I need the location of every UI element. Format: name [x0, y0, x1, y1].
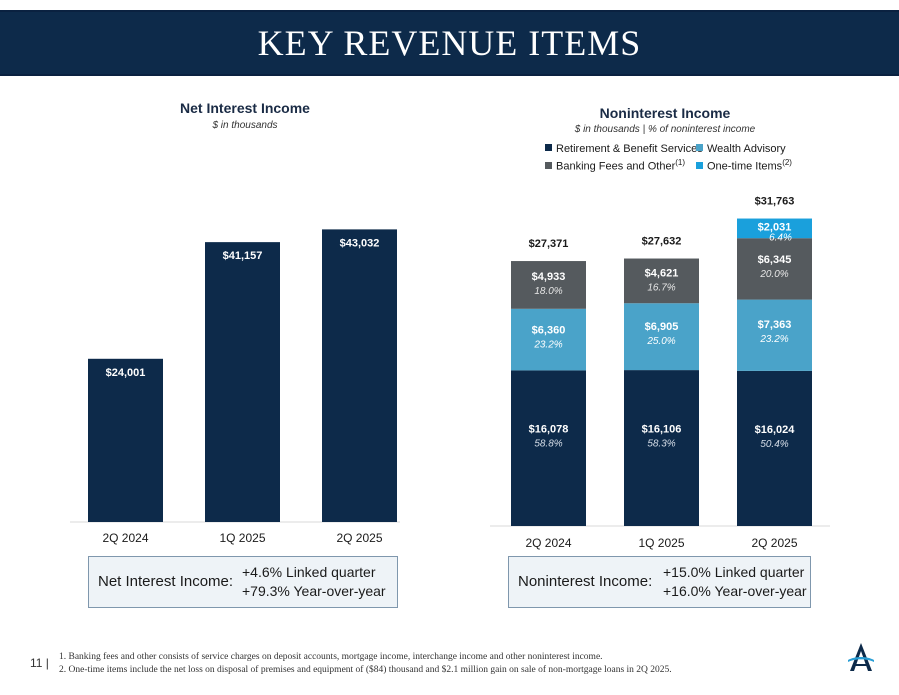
legend-label-retirement: Retirement & Benefit Services: [556, 143, 703, 155]
legend-item-wealth: Wealth Advisory: [696, 143, 786, 155]
nonii-summary-box: [508, 556, 811, 608]
nonii-segment-value-label: $2,031: [758, 222, 792, 234]
nonii-x-tick-label: 1Q 2025: [638, 536, 684, 550]
nonii-segment-wealth: [737, 299, 812, 371]
footnotes: 1. Banking fees and other consists of se…: [59, 651, 819, 677]
footnote-2: 2. One-time items include the net loss o…: [59, 665, 672, 675]
nii-bar-value-label: $24,001: [106, 367, 146, 379]
nonii-segment-value-label: $6,360: [532, 324, 566, 336]
nonii-total-label: $27,371: [529, 238, 569, 250]
nii-summary-values: +4.6% Linked quarter +79.3% Year-over-ye…: [242, 563, 386, 601]
legend-swatch-onetime: [696, 161, 703, 169]
legend-item-retirement: Retirement & Benefit Services: [545, 143, 703, 155]
nonii-segment-value-label: $16,078: [529, 424, 569, 436]
nonii-segment-banking: [624, 258, 699, 304]
company-logo-icon: [848, 643, 874, 671]
legend-label-wealth: Wealth Advisory: [707, 143, 786, 155]
nii-chart-title: Net Interest Income: [180, 100, 310, 116]
nonii-x-tick-label: 2Q 2024: [525, 536, 571, 550]
nii-summary-label: Net Interest Income:: [98, 573, 234, 590]
legend-footnote-onetime: (2): [782, 158, 792, 167]
nonii-segment-pct-label: 58.3%: [647, 438, 675, 449]
nonii-segment-pct-label: 25.0%: [646, 336, 675, 347]
nonii-stacked-bar-chart: $16,078 58.8% $6,360 23.2% $4,933 18.0% $27,37…: [490, 196, 830, 550]
nii-linked-quarter: +4.6% Linked quarter: [242, 564, 376, 580]
nonii-segment-retirement: [624, 370, 699, 526]
page-title: KEY REVENUE ITEMS: [257, 23, 642, 63]
legend-item-banking: Banking Fees and Other(1): [545, 158, 685, 173]
nonii-segment-value-label: $7,363: [758, 319, 792, 331]
legend-swatch-wealth: [696, 144, 703, 151]
nonii-chart-subtitle: $ in thousands | % of noninterest income: [574, 124, 756, 135]
nonii-segment-pct-label: 16.7%: [647, 282, 675, 293]
nii-x-tick-label: 2Q 2024: [102, 531, 148, 545]
nonii-linked-quarter: +15.0% Linked quarter: [663, 564, 805, 580]
nonii-segment-pct-label: 23.2%: [759, 334, 788, 345]
nonii-segment-pct-label: 58.8%: [534, 439, 562, 450]
nii-summary-box: [88, 556, 398, 608]
nonii-segment-pct-label: 23.2%: [533, 339, 562, 350]
page-number: 11 |: [30, 656, 49, 670]
nonii-segment-banking: [511, 261, 586, 309]
nonii-segment-value-label: $4,933: [532, 271, 566, 283]
nonii-summary-values: +15.0% Linked quarter +16.0% Year-over-y…: [663, 563, 807, 601]
legend-label-banking: Banking Fees and Other: [556, 160, 676, 173]
nii-chart-subtitle: $ in thousands: [212, 120, 278, 131]
nonii-x-tick-label: 2Q 2025: [751, 536, 797, 550]
nii-bar: [322, 229, 397, 523]
legend-item-onetime: One-time Items(2): [696, 158, 792, 173]
legend-footnote-banking: (1): [675, 158, 686, 167]
nonii-segment-value-label: $6,345: [758, 254, 792, 266]
nonii-segment-retirement: [511, 370, 586, 526]
legend-swatch-banking: [545, 161, 552, 169]
nii-year-over-year: +79.3% Year-over-year: [242, 583, 386, 599]
nonii-segment-wealth: [624, 303, 699, 371]
nii-bar-value-label: $41,157: [223, 250, 263, 262]
nii-bar-chart: $24,001 2Q 2024 $41,157 1Q 2025 $43,032 2Q 20…: [70, 229, 400, 545]
nonii-segment-banking: [737, 238, 812, 300]
nii-bar-value-label: $43,032: [340, 237, 380, 249]
nonii-year-over-year: +16.0% Year-over-year: [663, 583, 807, 599]
nonii-segment-value-label: $16,024: [755, 424, 796, 436]
nonii-segment-wealth: [511, 308, 586, 371]
nonii-total-label: $27,632: [642, 236, 682, 248]
legend-swatch-retirement: [545, 144, 552, 151]
nonii-segment-value-label: $16,106: [642, 423, 682, 435]
nonii-total-label: $31,763: [755, 196, 795, 208]
footnote-1: 1. Banking fees and other consists of se…: [59, 652, 603, 662]
nonii-segment-onetime: [737, 218, 812, 239]
nonii-segment-pct-label: 18.0%: [534, 286, 562, 297]
nonii-segment-retirement: [737, 370, 812, 526]
nonii-segment-pct-label: 50.4%: [760, 439, 788, 450]
nii-x-tick-label: 1Q 2025: [219, 531, 265, 545]
title-banner: [0, 10, 899, 76]
nonii-segment-value-label: $6,905: [645, 321, 679, 333]
legend-label-onetime: One-time Items: [707, 160, 783, 173]
nonii-segment-pct-label: 6.4%: [769, 233, 792, 244]
nonii-chart-title: Noninterest Income: [599, 105, 731, 121]
nii-bar: [205, 242, 280, 523]
nonii-segment-pct-label: 20.0%: [759, 269, 788, 280]
nonii-segment-value-label: $4,621: [645, 267, 679, 279]
nonii-summary-label: Noninterest Income:: [518, 573, 653, 590]
nii-bar: [88, 358, 163, 522]
nii-x-tick-label: 2Q 2025: [336, 531, 382, 545]
